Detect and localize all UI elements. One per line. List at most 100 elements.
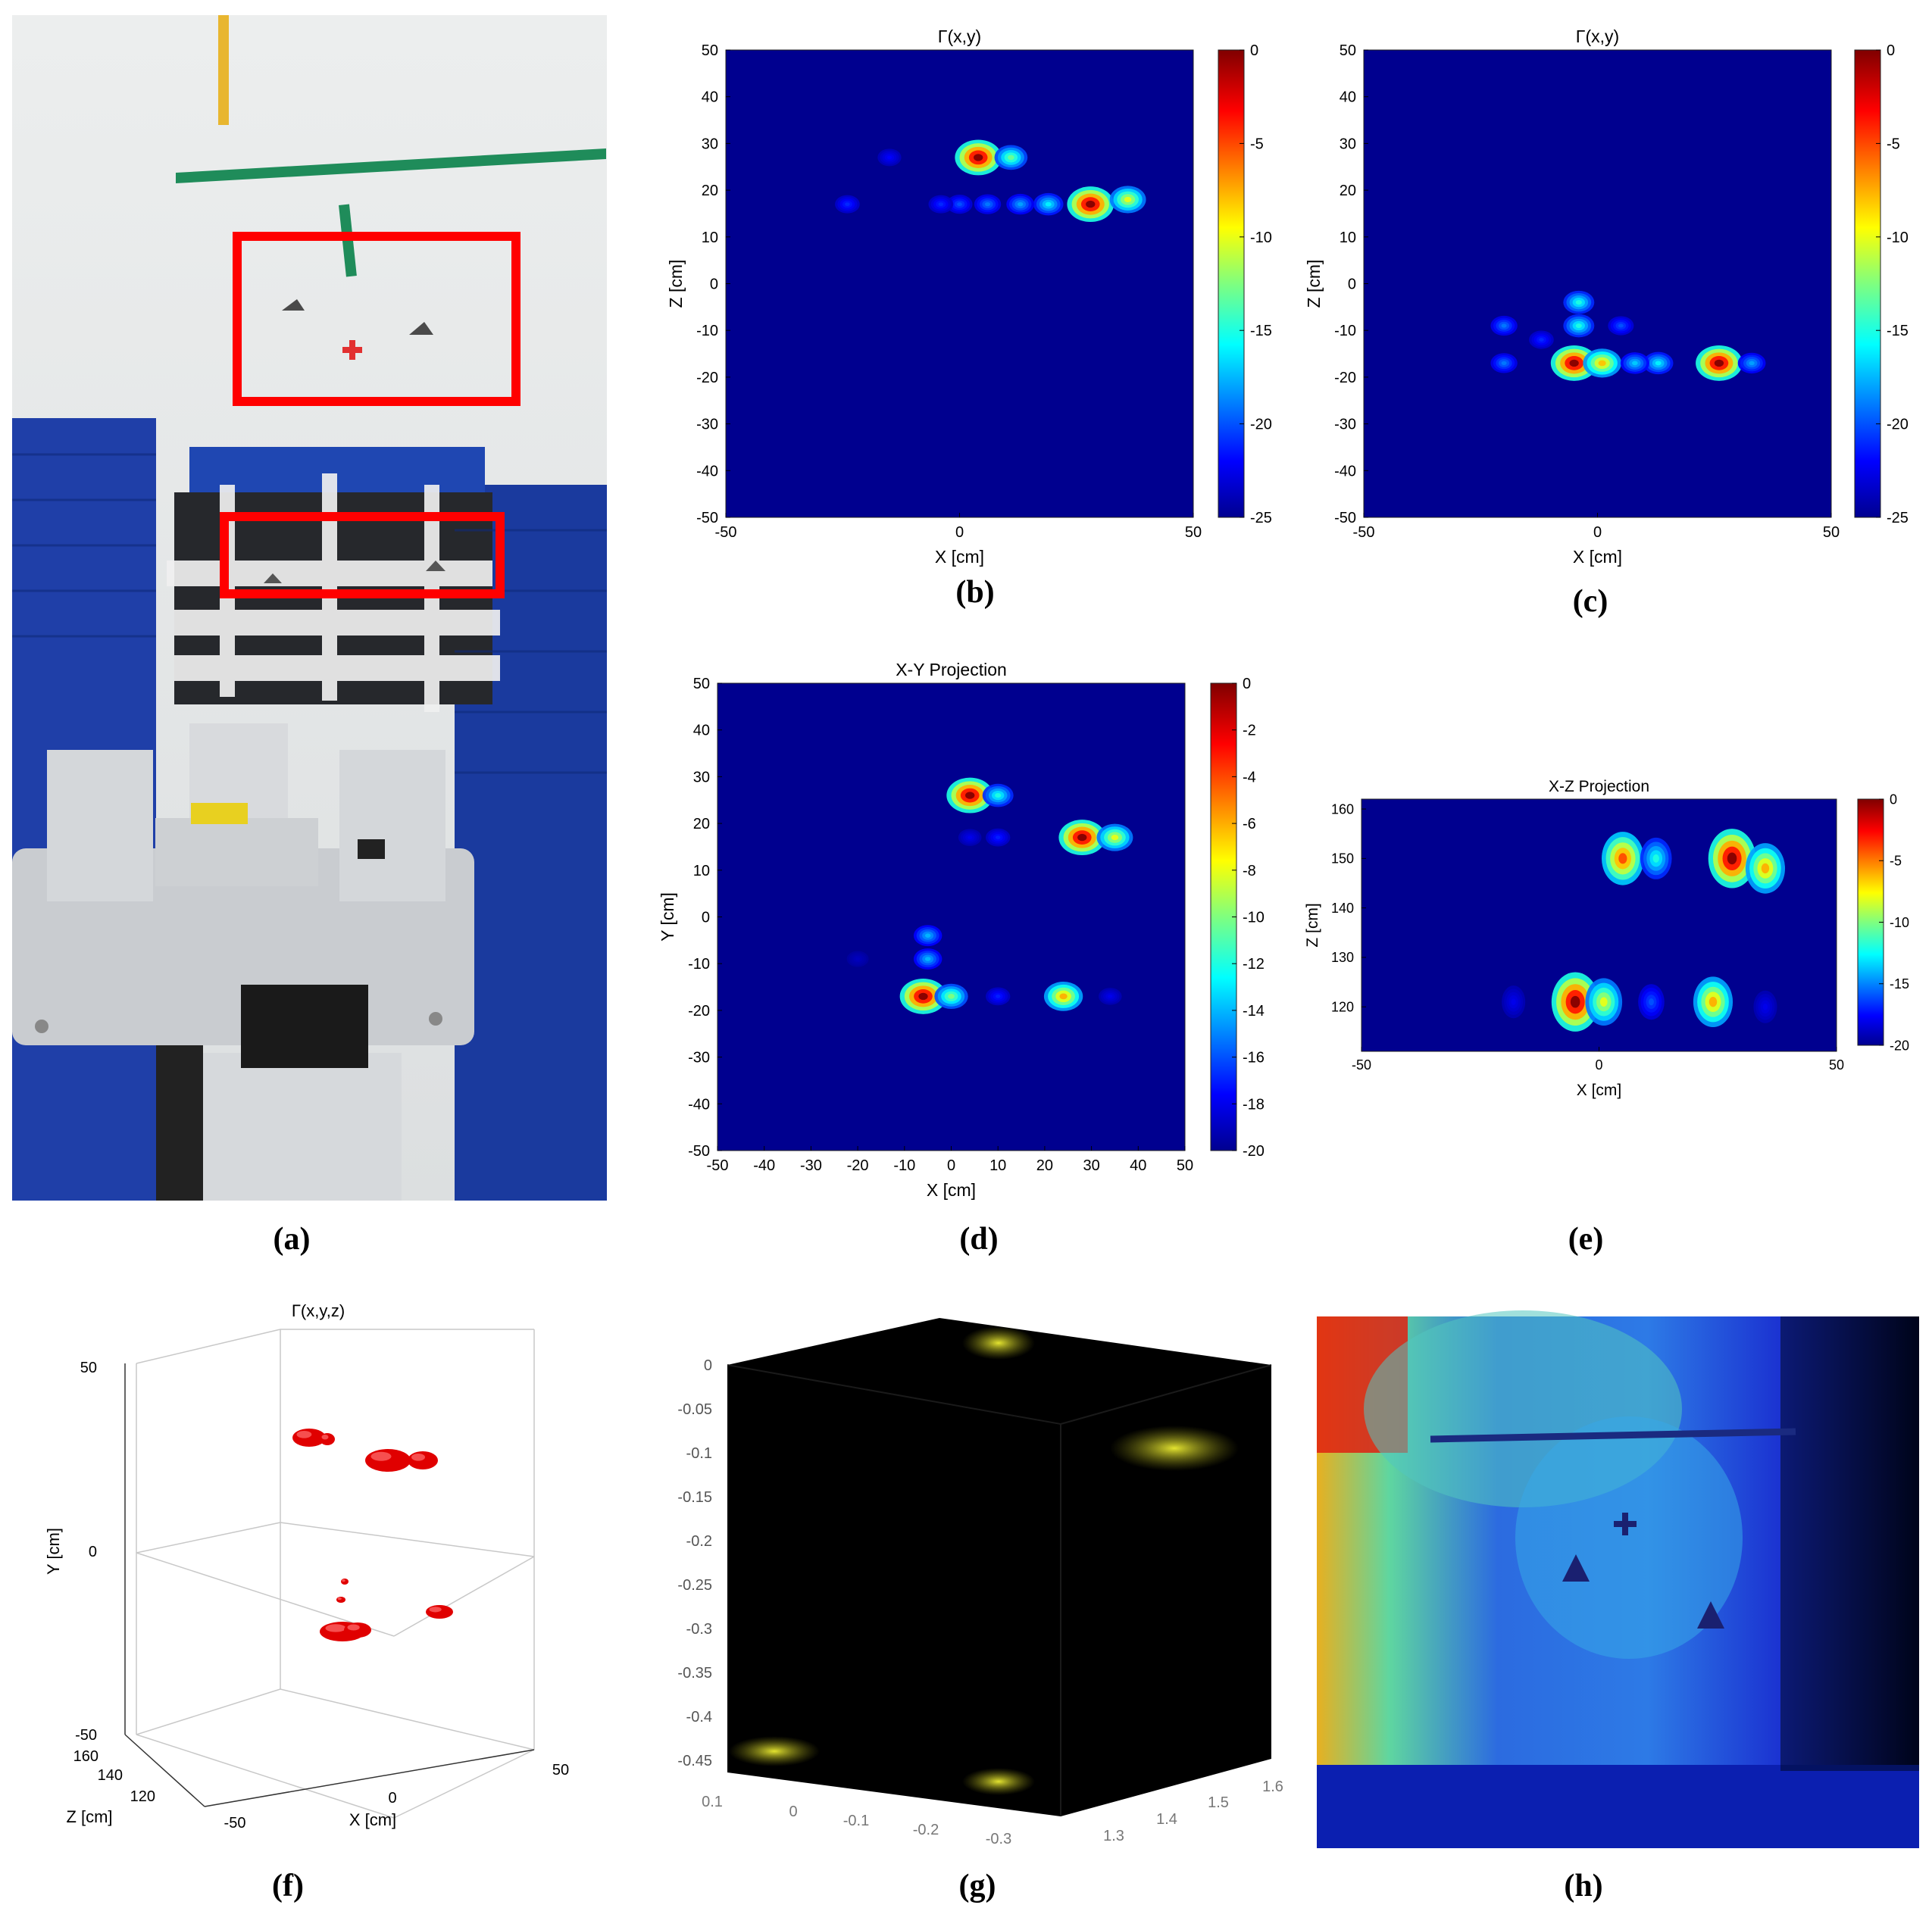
heatmap-blob-b-9: [845, 202, 850, 207]
y-tick-label: 140: [1331, 901, 1354, 916]
heatmap-blob-c-1: [1598, 360, 1606, 367]
plot-area-d: [717, 682, 1186, 1151]
blobs-b: [835, 139, 1146, 223]
colorbar-tick-label: 0: [1250, 42, 1258, 59]
blobs-c: [1490, 290, 1766, 381]
x-tick-label: -10: [893, 1157, 915, 1174]
colorbar-b: [1218, 49, 1245, 518]
x-tick-label: 50: [1177, 1157, 1193, 1174]
blobs-d: [846, 777, 1133, 1014]
y-tick-label: 0: [704, 1357, 712, 1374]
heatmap-blob-d-13: [855, 957, 860, 961]
heatmap-blob-c-7: [1575, 300, 1582, 305]
colorbar-tick-label: -10: [1250, 230, 1272, 246]
caption-h: (h): [1564, 1869, 1603, 1903]
heatmap-blob-e-3: [1761, 863, 1770, 874]
heatmap-blob-c-9: [1501, 323, 1507, 328]
z-tick-label: 160: [73, 1748, 98, 1765]
isosurface-highlight: [347, 1624, 360, 1631]
y-axis-label-b: Z [cm]: [666, 260, 686, 308]
x-tick-label: 0: [955, 524, 964, 541]
heatmap-blob-d-8: [1059, 993, 1068, 1000]
x-tick-label: 40: [1130, 1157, 1146, 1174]
heatmap-blob-b-2: [1086, 200, 1096, 208]
heatmap-blob-d-9: [995, 995, 1001, 998]
heatmap-blob-d-6: [918, 992, 928, 1001]
cube-edge: [1060, 1364, 1272, 1425]
colorbar-tick-label: -10: [1890, 915, 1909, 930]
isosurface-highlight: [370, 1451, 392, 1461]
y-tick-label: -0.2: [686, 1533, 712, 1550]
x-tick-label: 50: [1823, 524, 1840, 541]
isosurface-blob: [344, 1622, 371, 1638]
colorbar-tick-label: -4: [1243, 769, 1256, 785]
y-tick-label: 0: [1348, 276, 1356, 293]
colorbar-tick-label: -15: [1890, 976, 1909, 992]
x-tick-label: 50: [1185, 524, 1202, 541]
colorbar-tick-label: -15: [1250, 323, 1272, 339]
z-tick-label: 1.6: [1262, 1779, 1283, 1795]
heatmap-b: -50 0 5050403020100-10-20-30-40-50Γ(x,y)X …: [666, 27, 1272, 567]
heatmap-blob-c-0: [1569, 359, 1579, 367]
x-axis-label-e: X [cm]: [1577, 1082, 1622, 1099]
x-tick-label: -30: [800, 1157, 822, 1174]
heatmap-c: -50 0 5050403020100-10-20-30-40-50Γ(x,y)X …: [1304, 27, 1909, 567]
grid-line: [280, 1522, 535, 1557]
z-tick-label: 1.4: [1156, 1811, 1177, 1828]
z-axis-label-f: Z [cm]: [66, 1807, 112, 1826]
colorbar-tick-label: 0: [1887, 42, 1895, 59]
y-tick-label: 0: [89, 1544, 97, 1560]
colorbar-tick-label: -5: [1890, 854, 1902, 869]
heatmap-blob-d-11: [924, 933, 931, 938]
heatmap-blob-d-1: [995, 793, 1002, 798]
corner-reflector-wall-left: [282, 299, 305, 311]
photo-panel: [12, 15, 607, 1201]
heatmap-blob-b-5: [1018, 201, 1024, 207]
z-tick-label: 120: [130, 1788, 155, 1805]
heatmap-blob-e-5: [1599, 997, 1608, 1007]
heatmap-blob-e-6: [1708, 997, 1718, 1007]
depth-reflector-right: [1697, 1601, 1724, 1629]
y-tick-label: -50: [696, 510, 718, 526]
colorbar-tick-label: -25: [1250, 510, 1272, 526]
point-cluster: [962, 1326, 1035, 1360]
x-tick-label: 0: [388, 1790, 396, 1807]
isosurface-blob: [341, 1579, 349, 1585]
heatmap-blob-c-8: [1575, 323, 1582, 329]
heatmap-blob-d-7: [948, 994, 955, 999]
y-tick-label: 20: [702, 183, 718, 199]
colorbar-tick-label: 0: [1243, 676, 1251, 692]
colorbar-tick-label: -6: [1243, 816, 1256, 832]
heatmap-blob-c-6: [1501, 361, 1507, 366]
isosurface-highlight: [321, 1435, 329, 1440]
grid-line: [393, 1556, 535, 1637]
y-tick-label: 40: [693, 723, 710, 739]
plot-area-b: [725, 49, 1194, 518]
x-axis-label-d: X [cm]: [927, 1180, 976, 1200]
chart-title-b: Γ(x,y): [938, 27, 981, 46]
x-tick-label: -50: [1352, 1057, 1371, 1073]
isosurface-blob: [408, 1451, 438, 1469]
grid-line: [136, 1552, 395, 1637]
isosurface-highlight: [337, 1597, 342, 1601]
colorbar-tick-label: 0: [1890, 792, 1897, 807]
y-tick-label: -40: [688, 1096, 710, 1113]
colorbar-tick-label: -10: [1243, 910, 1265, 926]
caption-c: (c): [1572, 584, 1608, 619]
x-tick-label: -0.2: [913, 1822, 939, 1838]
colorbar-tick-label: -10: [1887, 230, 1909, 246]
y-tick-label: 20: [1340, 183, 1356, 199]
y-tick-label: 50: [702, 42, 718, 59]
depth-reflector-left: [1562, 1554, 1590, 1582]
heatmap-blob-d-3: [1111, 835, 1119, 841]
grid-line: [136, 1688, 281, 1735]
x-axis-label-b: X [cm]: [935, 547, 984, 567]
y-tick-label: -10: [688, 956, 710, 973]
y-tick-label: -20: [1334, 370, 1356, 386]
blobs-e: [1502, 829, 1786, 1032]
corner-reflector-board-left: [264, 573, 282, 583]
chart-title-c: Γ(x,y): [1576, 27, 1619, 46]
y-tick-label: -30: [696, 417, 718, 433]
